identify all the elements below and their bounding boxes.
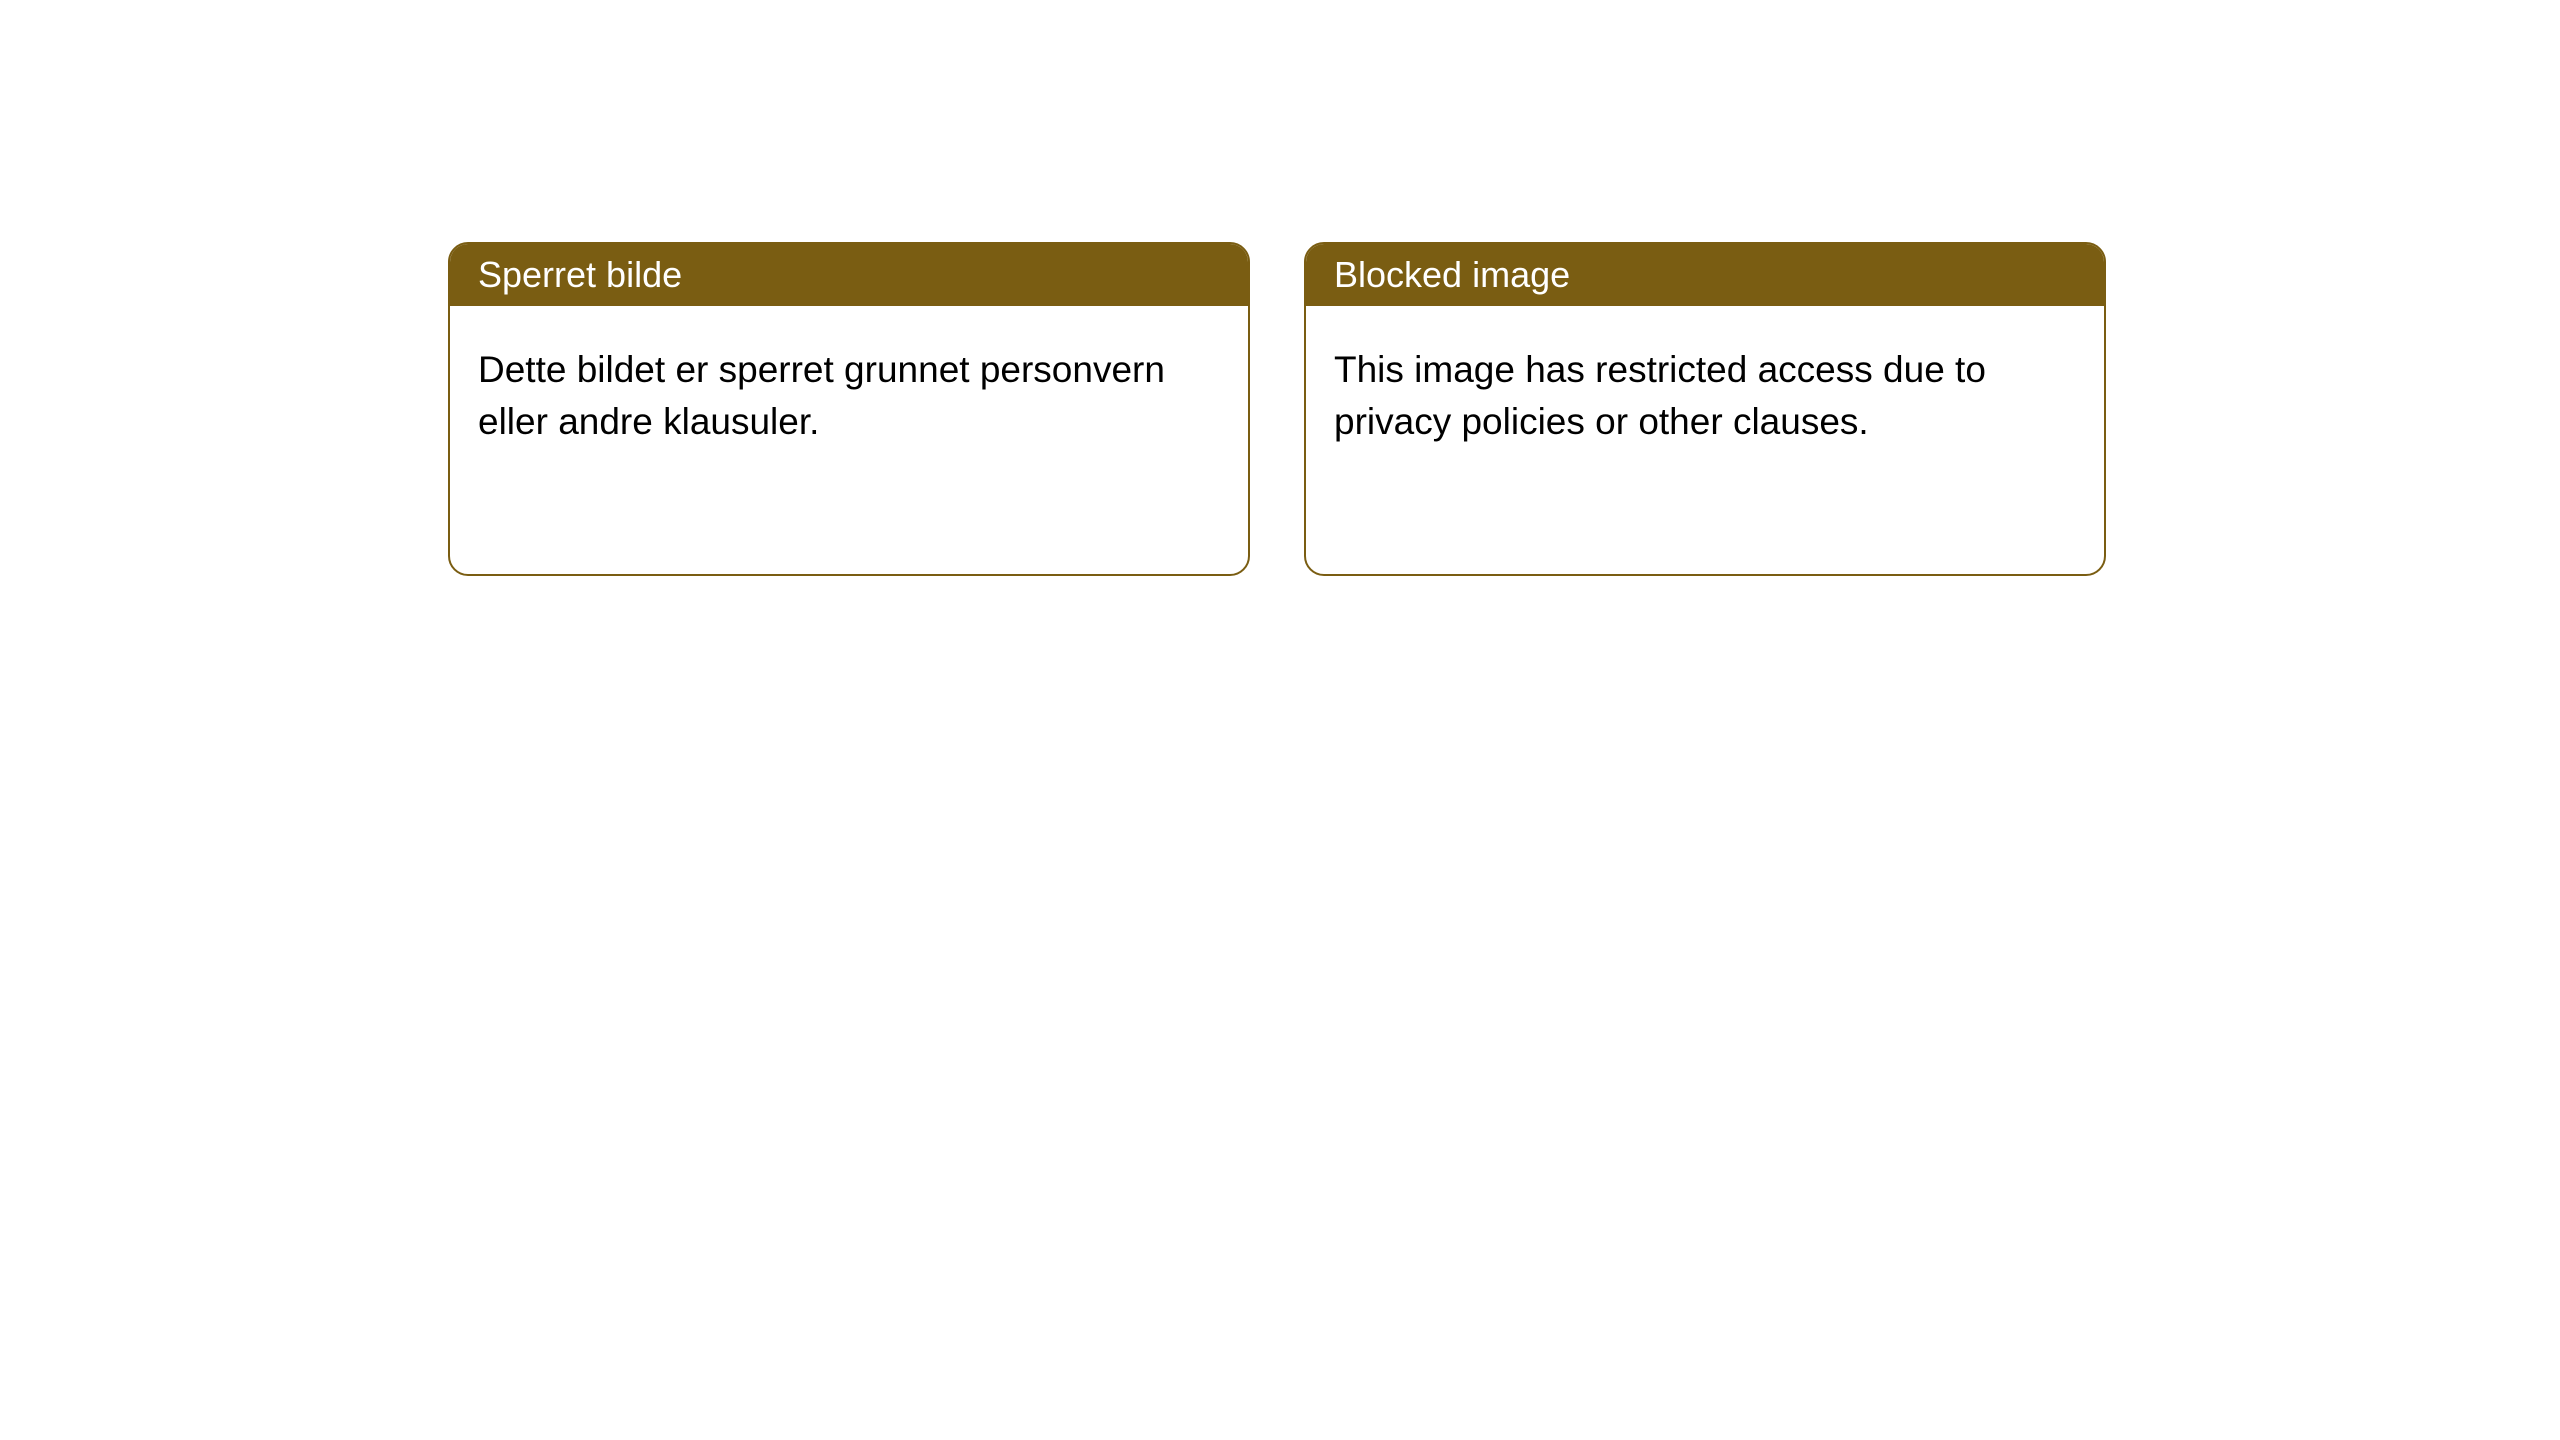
notice-body-norwegian: Dette bildet er sperret grunnet personve… [450, 306, 1248, 486]
notice-card-english: Blocked image This image has restricted … [1304, 242, 2106, 576]
notice-body-text: This image has restricted access due to … [1334, 349, 1986, 442]
notice-title-norwegian: Sperret bilde [450, 244, 1248, 306]
notice-card-norwegian: Sperret bilde Dette bildet er sperret gr… [448, 242, 1250, 576]
notice-body-english: This image has restricted access due to … [1306, 306, 2104, 486]
notice-title-english: Blocked image [1306, 244, 2104, 306]
notice-title-text: Blocked image [1334, 254, 1570, 295]
notice-cards-container: Sperret bilde Dette bildet er sperret gr… [448, 242, 2106, 576]
notice-body-text: Dette bildet er sperret grunnet personve… [478, 349, 1165, 442]
notice-title-text: Sperret bilde [478, 254, 682, 295]
